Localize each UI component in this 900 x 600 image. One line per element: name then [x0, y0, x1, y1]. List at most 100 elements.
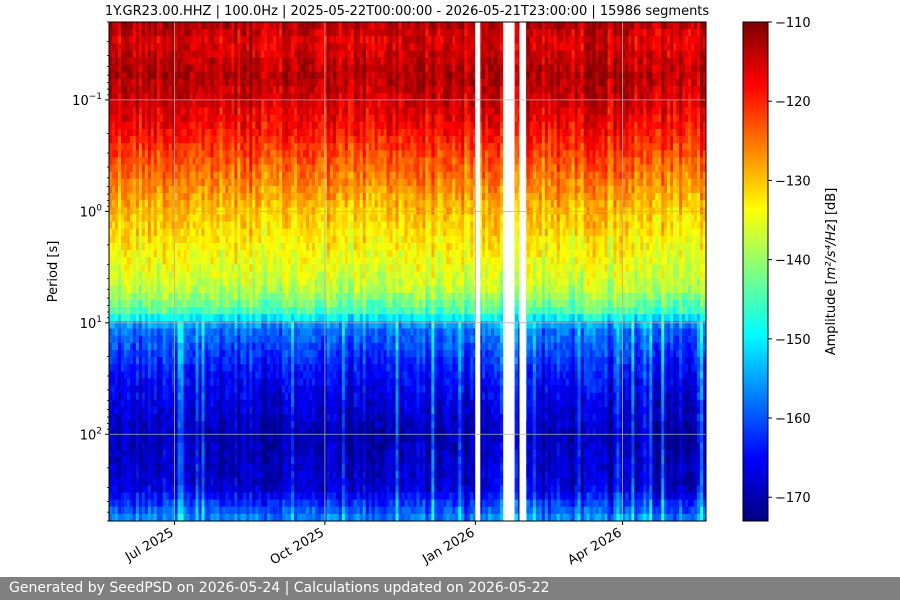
heatmap-cell — [622, 57, 626, 66]
heatmap-cell — [174, 121, 179, 130]
heatmap-cell — [255, 107, 259, 116]
heatmap-cell — [210, 57, 215, 66]
heatmap-cell — [216, 36, 221, 44]
heatmap-cell — [255, 79, 259, 87]
heatmap-cell — [562, 50, 567, 59]
heatmap-cell — [344, 64, 349, 73]
heatmap-cell — [500, 185, 504, 194]
heatmap-cell — [670, 93, 674, 102]
heatmap-cell — [165, 79, 170, 87]
heatmap-cell — [270, 185, 274, 194]
heatmap-cell — [150, 100, 155, 109]
heatmap-cell — [389, 157, 394, 166]
heatmap-cell — [514, 79, 519, 87]
heatmap-cell — [368, 57, 373, 66]
heatmap-cell — [335, 29, 340, 37]
heatmap-cell — [443, 36, 447, 44]
heatmap-cell — [580, 64, 585, 73]
heatmap-cell — [377, 164, 382, 173]
heatmap-cell — [240, 157, 244, 166]
heatmap-cell — [282, 185, 286, 194]
heatmap-cell — [138, 193, 143, 201]
heatmap-cell — [285, 79, 289, 87]
heatmap-cell — [109, 193, 113, 201]
heatmap-cell — [168, 86, 173, 94]
heatmap-cell — [129, 79, 134, 87]
heatmap-cell — [580, 22, 585, 30]
heatmap-cell — [323, 43, 328, 52]
heatmap-cell — [494, 157, 498, 166]
heatmap-cell — [437, 164, 441, 173]
heatmap-cell — [479, 107, 483, 116]
heatmap-cell — [598, 157, 603, 166]
heatmap-cell — [404, 50, 409, 59]
heatmap-cell — [386, 43, 391, 52]
heatmap-cell — [165, 136, 170, 144]
heatmap-cell — [667, 164, 671, 173]
heatmap-cell — [126, 157, 131, 166]
heatmap-cell — [625, 107, 629, 116]
heatmap-cell — [577, 36, 582, 44]
heatmap-cell — [655, 22, 659, 30]
heatmap-cell — [661, 79, 665, 87]
heatmap-cell — [377, 29, 382, 37]
heatmap-cell — [225, 136, 229, 144]
heatmap-cell — [601, 178, 606, 187]
heatmap-cell — [535, 93, 540, 102]
heatmap-cell — [306, 86, 310, 94]
heatmap-cell — [494, 36, 498, 44]
heatmap-cell — [613, 178, 618, 187]
heatmap-cell — [544, 29, 549, 37]
heatmap-cell — [416, 50, 421, 59]
heatmap-cell — [171, 100, 176, 109]
heatmap-cell — [183, 164, 188, 173]
heatmap-cell — [138, 22, 143, 30]
heatmap-cell — [703, 157, 706, 166]
heatmap-cell — [679, 64, 683, 73]
heatmap-cell — [255, 164, 259, 173]
heatmap-cell — [628, 185, 632, 194]
heatmap-cell — [401, 86, 406, 94]
heatmap-cell — [365, 36, 370, 44]
heatmap-cell — [562, 107, 567, 116]
heatmap-cell — [425, 36, 429, 44]
heatmap-cell — [661, 57, 665, 66]
heatmap-cell — [703, 136, 706, 144]
heatmap-cell — [652, 150, 656, 159]
heatmap-cell — [467, 121, 471, 130]
heatmap-cell — [132, 43, 137, 52]
heatmap-cell — [446, 93, 450, 102]
heatmap-cell — [625, 50, 629, 59]
heatmap-cell — [541, 57, 546, 66]
heatmap-cell — [183, 79, 188, 87]
heatmap-cell — [479, 64, 483, 73]
heatmap-cell — [156, 64, 161, 73]
heatmap-cell — [291, 36, 295, 44]
heatmap-cell — [323, 86, 328, 94]
heatmap-cell — [634, 57, 638, 66]
heatmap-cell — [255, 93, 259, 102]
heatmap-cell — [297, 57, 301, 66]
heatmap-cell — [201, 79, 206, 87]
heatmap-cell — [431, 93, 435, 102]
heatmap-cell — [434, 43, 438, 52]
heatmap-cell — [550, 50, 555, 59]
heatmap-cell — [389, 71, 394, 80]
heatmap-cell — [425, 43, 429, 52]
heatmap-cell — [395, 107, 400, 116]
heatmap-cell — [183, 178, 188, 187]
heatmap-cell — [249, 100, 253, 109]
heatmap-cell — [383, 150, 388, 159]
heatmap-cell — [270, 107, 274, 116]
heatmap-cell — [294, 22, 298, 30]
heatmap-cell — [273, 164, 277, 173]
heatmap-cell — [470, 86, 474, 94]
heatmap-cell — [628, 64, 632, 73]
heatmap-cell — [679, 71, 683, 80]
heatmap-cell — [646, 136, 650, 144]
heatmap-cell — [329, 121, 334, 130]
heatmap-cell — [362, 157, 367, 166]
heatmap-cell — [434, 150, 438, 159]
heatmap-cell — [410, 136, 415, 144]
heatmap-cell — [559, 93, 564, 102]
